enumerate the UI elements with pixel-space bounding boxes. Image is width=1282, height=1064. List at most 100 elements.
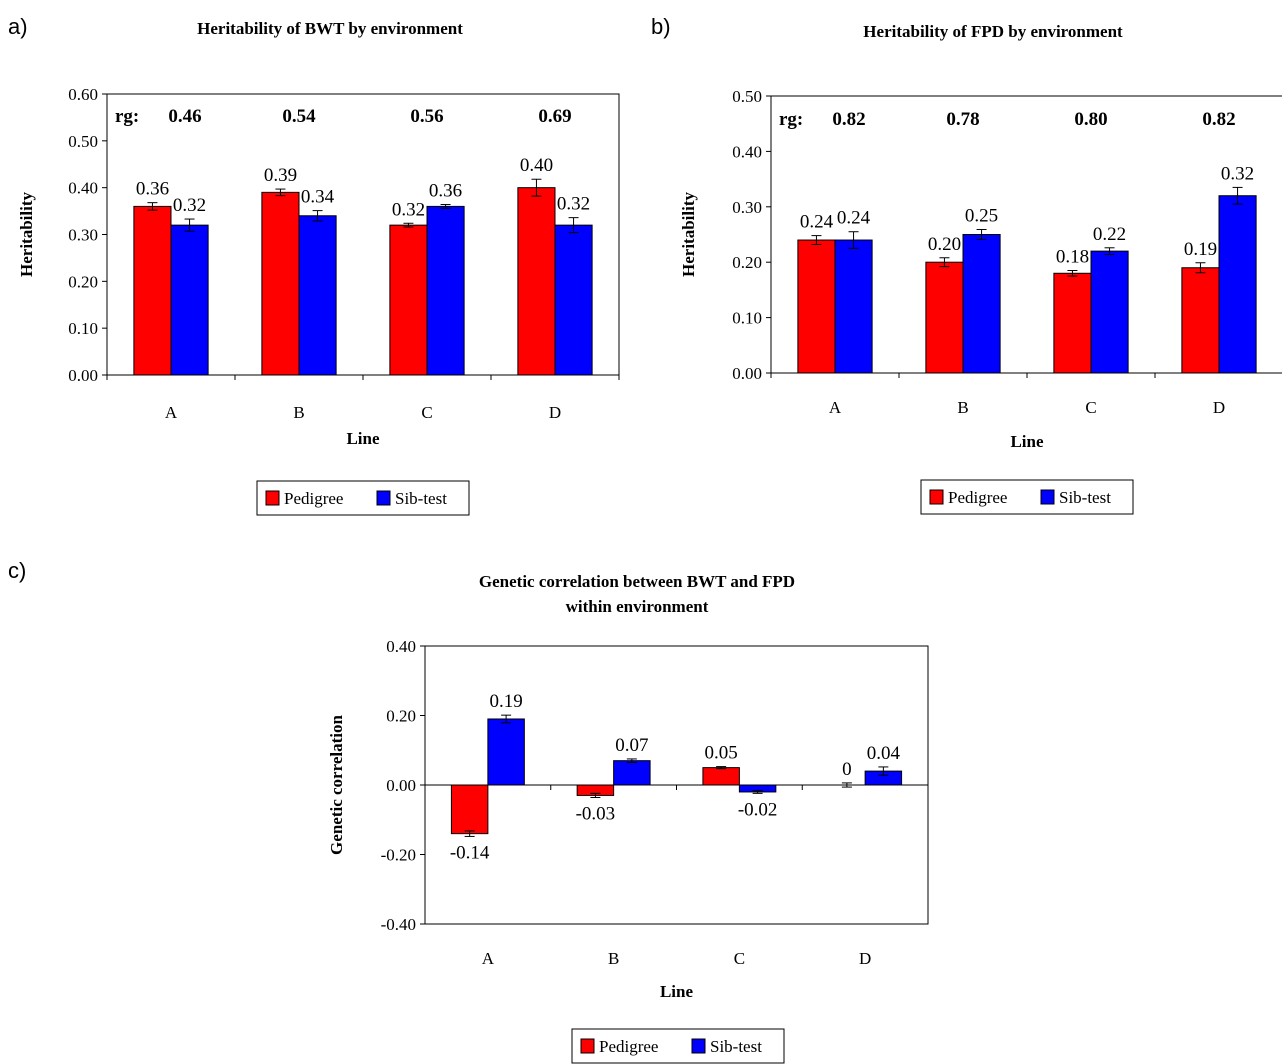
legend-box [571, 1028, 785, 1064]
data-label: 0.19 [1184, 239, 1217, 260]
y-tick-label: 0.40 [732, 142, 762, 161]
data-label: -0.14 [450, 842, 490, 863]
rg-value: 0.46 [168, 106, 201, 127]
y-tick-label: -0.40 [381, 915, 416, 934]
data-label: 0.40 [520, 155, 553, 176]
x-tick-label: D [1213, 398, 1225, 417]
data-label: 0.36 [429, 181, 462, 202]
data-label: 0.22 [1093, 224, 1126, 245]
sibtest-bar-A [834, 239, 873, 374]
sibtest-bar-B [298, 215, 337, 376]
pedigree-bar-A [797, 239, 836, 374]
data-label: 0.32 [173, 195, 206, 216]
legend-label-pedigree: Pedigree [948, 488, 1007, 507]
y-tick-label: 0.20 [732, 253, 762, 272]
pedigree-bar-B [925, 261, 964, 374]
data-label: 0.19 [489, 691, 522, 712]
data-label: 0.24 [837, 208, 871, 229]
panel-tag-b: b) [651, 14, 671, 39]
data-label: 0.32 [557, 194, 590, 215]
data-label: 0.25 [965, 206, 998, 227]
data-label: 0.32 [1221, 163, 1254, 184]
chart-subtitle: within environment [566, 597, 709, 616]
data-label: 0.04 [867, 743, 901, 764]
pedigree-bar-A [450, 784, 489, 835]
rg-value: 0.82 [1202, 109, 1235, 130]
x-tick-label: D [549, 403, 561, 422]
y-tick-label: 0.00 [386, 776, 416, 795]
legend-label-sibtest: Sib-test [710, 1037, 762, 1056]
pedigree-bar-B [261, 191, 300, 376]
chart-title: Genetic correlation between BWT and FPD [479, 572, 795, 591]
y-tick-label: 0.00 [732, 364, 762, 383]
y-axis-title: Heritability [679, 192, 698, 277]
pedigree-bar-C [1053, 272, 1092, 374]
sibtest-bar-C [1090, 250, 1129, 374]
y-tick-label: -0.20 [381, 846, 416, 865]
data-label: 0.20 [928, 234, 961, 255]
pedigree-bar-C [389, 224, 428, 376]
sibtest-bar-D [1218, 195, 1257, 374]
x-axis-title: Line [660, 982, 694, 1001]
y-tick-label: 0.20 [68, 272, 98, 291]
data-label: 0.05 [705, 743, 738, 764]
sibtest-bar-D [554, 224, 593, 376]
pedigree-bar-D [1181, 267, 1220, 374]
x-tick-label: A [165, 403, 178, 422]
data-label: 0.39 [264, 165, 297, 186]
y-tick-label: 0.30 [732, 198, 762, 217]
rg-prefix: rg: [779, 109, 803, 130]
legend-swatch-sibtest [1040, 489, 1055, 505]
data-label: -0.02 [738, 799, 778, 820]
x-tick-label: C [734, 949, 745, 968]
data-label: 0.07 [615, 735, 648, 756]
x-axis-title: Line [346, 429, 380, 448]
y-tick-label: 0.20 [386, 707, 416, 726]
pedigree-bar-C [702, 767, 740, 786]
sibtest-bar-A [487, 718, 525, 786]
legend-box [920, 479, 1134, 515]
sibtest-bar-B [613, 760, 651, 786]
x-tick-label: D [859, 949, 871, 968]
y-tick-label: 0.50 [732, 87, 762, 106]
legend-label-sibtest: Sib-test [1059, 488, 1111, 507]
rg-value: 0.69 [538, 106, 571, 127]
legend-swatch-sibtest [376, 490, 391, 506]
data-label: -0.03 [576, 804, 616, 825]
pedigree-bar-D [517, 187, 556, 376]
legend-label-pedigree: Pedigree [284, 489, 343, 508]
legend-box [256, 480, 470, 516]
y-axis-title: Genetic correlation [327, 715, 346, 855]
data-label: 0.32 [392, 199, 425, 220]
x-axis-title: Line [1010, 432, 1044, 451]
y-tick-label: 0.40 [68, 179, 98, 198]
data-label: 0.36 [136, 179, 169, 200]
x-tick-label: C [421, 403, 432, 422]
rg-value: 0.80 [1074, 109, 1107, 130]
x-tick-label: B [293, 403, 304, 422]
y-tick-label: 0.60 [68, 85, 98, 104]
y-tick-label: 0.10 [732, 309, 762, 328]
legend-swatch-pedigree [929, 489, 944, 505]
data-label: 0.18 [1056, 247, 1089, 268]
rg-value: 0.54 [282, 106, 316, 127]
y-tick-label: 0.50 [68, 132, 98, 151]
legend-swatch-pedigree [265, 490, 280, 506]
x-tick-label: A [829, 398, 842, 417]
sibtest-bar-B [962, 234, 1001, 374]
data-label: 0.34 [301, 187, 335, 208]
legend-label-pedigree: Pedigree [599, 1037, 658, 1056]
x-tick-label: B [608, 949, 619, 968]
y-tick-label: 0.00 [68, 366, 98, 385]
rg-value: 0.82 [832, 109, 865, 130]
chart-title: Heritability of FPD by environment [863, 22, 1123, 41]
rg-value: 0.56 [410, 106, 443, 127]
sibtest-bar-A [170, 224, 209, 376]
rg-prefix: rg: [115, 106, 139, 127]
legend-label-sibtest: Sib-test [395, 489, 447, 508]
sibtest-bar-C [426, 205, 465, 376]
y-tick-label: 0.10 [68, 319, 98, 338]
x-tick-label: A [482, 949, 495, 968]
panel-tag-c: c) [8, 558, 27, 583]
